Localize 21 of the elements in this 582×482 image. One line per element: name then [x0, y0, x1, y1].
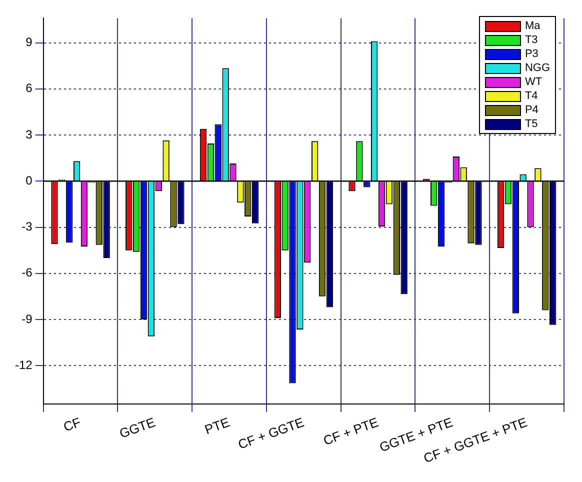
y-tick-label: -6 [22, 266, 33, 280]
legend-label: T4 [524, 90, 538, 102]
y-tick-label: 0 [26, 173, 33, 188]
legend-label: Ma [524, 20, 540, 32]
legend-label: T3 [524, 34, 538, 46]
legend-label: NGG [524, 62, 550, 74]
legend-label: P4 [524, 104, 538, 116]
y-tick-label: 3 [26, 127, 33, 142]
legend-label: T5 [524, 118, 538, 130]
y-tick-label: -9 [22, 312, 33, 326]
legend-label: P3 [524, 48, 538, 60]
y-tick-label: 9 [26, 35, 33, 50]
y-tick-label: -12 [15, 358, 33, 372]
x-tick-label: CF + PTE [321, 414, 381, 448]
x-tick-label: CF [61, 414, 83, 434]
x-tick-label: CF + GGTE [236, 414, 306, 452]
y-tick-label: 6 [26, 81, 33, 96]
y-tick-label: -3 [22, 220, 33, 234]
legend-label: WT [524, 76, 542, 88]
x-tick-label: PTE [202, 414, 232, 438]
x-tick-label: GGTE [117, 414, 158, 442]
